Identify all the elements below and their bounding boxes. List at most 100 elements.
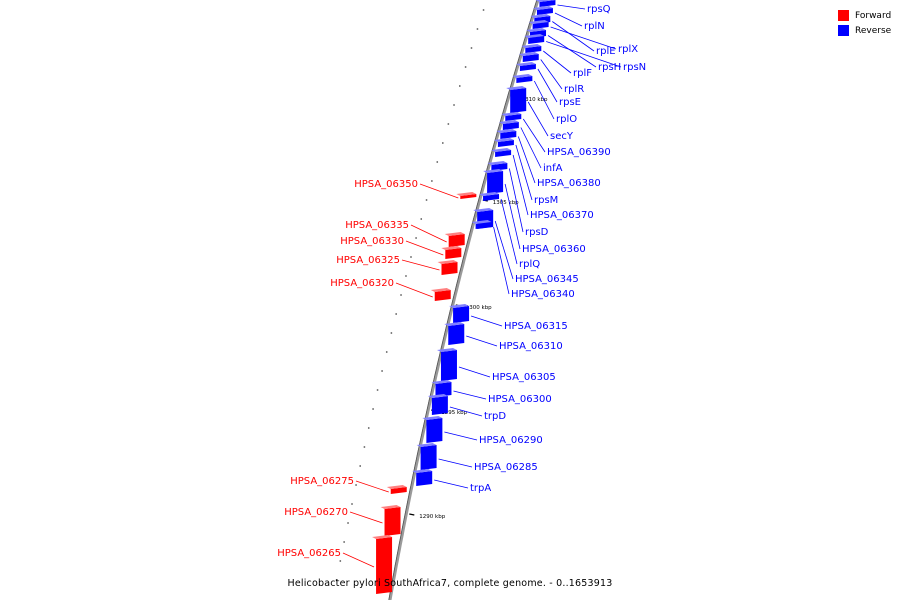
gene-label: HPSA_06265	[277, 548, 341, 559]
gene-block-reverse	[487, 161, 508, 171]
gene-block-reverse	[431, 380, 452, 397]
gene-label: HPSA_06345	[515, 274, 579, 285]
gene-label-line	[405, 240, 444, 256]
reverse-swatch	[838, 25, 849, 36]
gene-label: HPSA_06305	[492, 372, 556, 383]
legend-item-forward: Forward	[838, 8, 891, 23]
gene-label-line	[395, 282, 433, 298]
gene-label: HPSA_06300	[488, 394, 552, 405]
gene-label: rplE	[596, 46, 616, 57]
tick-label: 1290 kbp	[419, 514, 445, 520]
gene-block-forward	[430, 288, 451, 301]
gene-label: rpsD	[525, 227, 549, 238]
legend-item-reverse: Reverse	[838, 23, 891, 38]
gene-label-line	[557, 4, 586, 10]
gene-block-reverse	[444, 322, 465, 345]
gene-block-forward	[380, 505, 401, 536]
gene-label: HPSA_06320	[330, 278, 394, 289]
gene-label: HPSA_06335	[345, 220, 409, 231]
gene-label: HPSA_06390	[547, 147, 611, 158]
gene-label: rplR	[564, 84, 584, 95]
gene-label: HPSA_06370	[530, 210, 594, 221]
gene-block-reverse	[528, 20, 549, 29]
gene-label-line	[410, 224, 447, 243]
gene-block-reverse	[501, 112, 522, 121]
tick-label: 1300 kbp	[466, 305, 492, 311]
legend-label-forward: Forward	[855, 10, 892, 21]
gene-label-line	[512, 154, 529, 216]
gene-block-reverse	[506, 86, 527, 113]
gene-block-reverse	[416, 443, 437, 470]
gene-block-forward	[444, 232, 465, 247]
gene-label-line	[527, 101, 549, 137]
genome-backbone	[388, 0, 540, 600]
gene-block-reverse	[521, 44, 542, 53]
gene-block-reverse	[479, 192, 500, 201]
gene-label-line	[342, 552, 375, 568]
gene-label-line	[504, 183, 521, 250]
gene-label: HPSA_06270	[284, 507, 348, 518]
gene-label-line	[537, 68, 558, 103]
gene-label-line	[493, 226, 510, 295]
gene-label-line	[520, 127, 542, 169]
gene-label: HPSA_06290	[479, 435, 543, 446]
gene-block-reverse	[512, 74, 533, 83]
gene-label-line	[550, 26, 617, 50]
gene-label: rpsE	[559, 97, 581, 108]
gene-label-line	[540, 59, 563, 90]
genome-caption: Helicobacter pylori SouthAfrica7, comple…	[287, 578, 613, 589]
gene-block-reverse	[491, 148, 512, 157]
gene-label: infA	[543, 163, 563, 174]
gene-label-line	[508, 168, 524, 233]
tick-mark	[409, 513, 415, 516]
gene-block-reverse	[515, 62, 536, 71]
gene-label: rpsQ	[587, 4, 611, 15]
gene-label-line	[533, 80, 555, 120]
gene-block-reverse	[449, 304, 470, 323]
tick-label: 1305 kbp	[493, 200, 519, 206]
gene-label-line	[546, 41, 622, 68]
gene-label: rplO	[556, 114, 577, 125]
gene-label: HPSA_06350	[354, 179, 418, 190]
gene-label: HPSA_06275	[290, 476, 354, 487]
gene-block-reverse	[518, 52, 539, 62]
gene-label-line	[552, 21, 595, 52]
gene-label-line	[355, 480, 389, 493]
gene-block-forward	[441, 246, 462, 259]
gene-block-reverse	[412, 469, 433, 486]
gene-label-line	[547, 35, 597, 68]
gene-label-line	[419, 183, 459, 199]
gene-label-line	[453, 390, 487, 400]
gene-label-line	[500, 198, 518, 265]
gene-block-reverse	[524, 34, 545, 44]
gene-block-reverse	[532, 6, 553, 15]
gene-label: HPSA_06340	[511, 289, 575, 300]
gene-label: rpsN	[623, 62, 646, 73]
gene-label: HPSA_06315	[504, 321, 568, 332]
forward-swatch	[838, 10, 849, 21]
gene-block-reverse	[498, 120, 519, 130]
genome-backbone-edge	[388, 0, 538, 600]
gene-label-line	[434, 479, 469, 489]
gene-block-reverse	[535, 0, 556, 7]
gene-label-line	[470, 315, 503, 327]
gene-label-line	[494, 220, 514, 280]
gene-block-forward	[456, 192, 477, 199]
gene-label: HPSA_06285	[474, 462, 538, 473]
tick-label: 1295 kbp	[441, 410, 467, 416]
gene-label-line	[444, 431, 478, 441]
legend-label-reverse: Reverse	[855, 25, 892, 36]
gene-label: rpsM	[534, 195, 558, 206]
gene-label-line	[401, 259, 440, 271]
gene-label: trpA	[470, 483, 491, 494]
gene-label-line	[349, 511, 383, 524]
gene-label: rplN	[584, 21, 605, 32]
gene-block-reverse	[496, 129, 517, 139]
gene-label: rplX	[618, 44, 638, 55]
gene-block-forward	[372, 535, 393, 594]
gene-label: HPSA_06360	[522, 244, 586, 255]
gene-label-line	[449, 406, 483, 417]
gene-block-reverse	[422, 416, 443, 443]
gene-label: trpD	[484, 411, 506, 422]
